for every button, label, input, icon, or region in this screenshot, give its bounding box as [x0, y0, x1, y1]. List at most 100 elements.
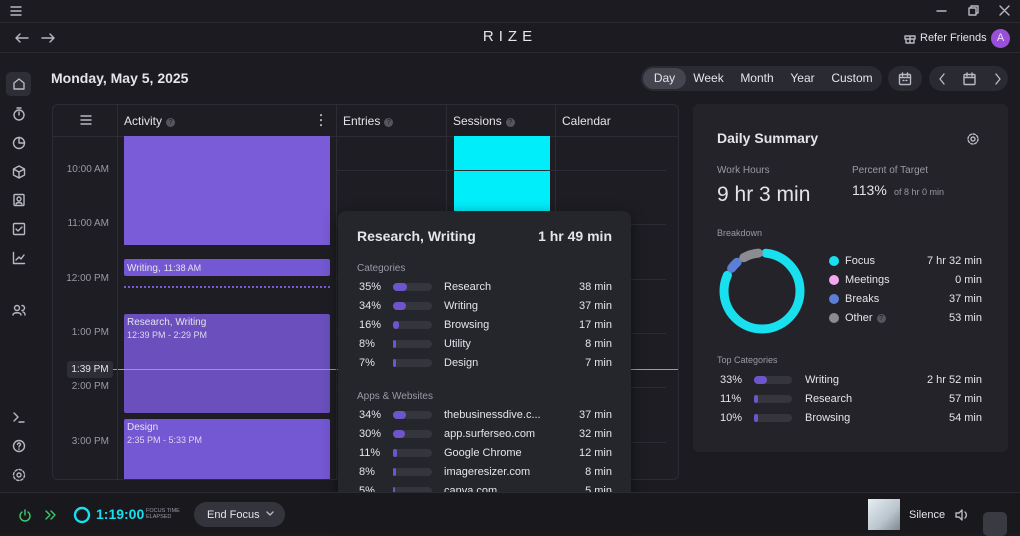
time-label: 2:00 PM	[71, 381, 109, 393]
help-icon[interactable]	[11, 438, 27, 454]
box-icon[interactable]	[11, 164, 27, 180]
target: of 8 hr 0 min	[894, 187, 945, 197]
help-badge[interactable]: ?	[166, 118, 176, 127]
bar	[393, 321, 400, 329]
sound-name: Silence	[909, 509, 946, 521]
legend-value: 53 min	[948, 312, 982, 324]
bar	[393, 359, 396, 367]
divider	[53, 136, 678, 137]
task-icon[interactable]	[11, 221, 27, 237]
divider	[0, 52, 1020, 53]
bar-track	[393, 321, 432, 329]
time-label: 1:00 PM	[71, 326, 109, 338]
range-button[interactable]: Week	[693, 71, 724, 85]
bar	[393, 283, 407, 291]
legend-value: 7 hr 32 min	[926, 255, 982, 267]
percent: 34%	[359, 409, 382, 421]
name: app.surferseo.com	[444, 428, 536, 440]
block-time: 11:38 AM	[163, 263, 202, 273]
bar	[393, 340, 397, 348]
top-label: Top Categories	[717, 355, 778, 365]
column-header: Entries?	[343, 113, 394, 129]
window-controls[interactable]	[934, 5, 1014, 17]
trend-icon[interactable]	[11, 250, 27, 266]
activity-block	[124, 136, 330, 245]
summary-title: Daily Summary	[717, 130, 819, 146]
timer-icon[interactable]	[11, 106, 27, 122]
grid-line	[336, 170, 666, 171]
help-badge[interactable]: ?	[384, 118, 394, 127]
volume-icon[interactable]	[954, 508, 970, 522]
settings-icon[interactable]	[965, 131, 981, 147]
active-nav	[6, 72, 31, 96]
nav-arrows[interactable]	[14, 32, 64, 44]
activity-block	[124, 419, 330, 479]
end-focus[interactable]: End Focus	[207, 509, 260, 521]
block-time: 12:39 PM - 2:29 PM	[127, 330, 208, 340]
percent: 11%	[359, 447, 381, 459]
percent: 8%	[359, 338, 375, 350]
now-label: 1:39 PM	[67, 361, 113, 378]
activity-divider	[124, 286, 330, 288]
time: 8 min	[585, 466, 612, 478]
calendar-button[interactable]	[888, 66, 922, 91]
legend-name: Other?	[845, 310, 886, 326]
percent: 34%	[359, 300, 382, 312]
percent: 7%	[359, 357, 375, 369]
date-nav[interactable]	[929, 66, 1008, 91]
donut-segment	[719, 248, 805, 334]
bar-track	[393, 340, 432, 348]
column-header: Calendar	[562, 114, 611, 128]
bar	[393, 302, 407, 310]
menu-icon[interactable]	[80, 115, 92, 125]
bar	[754, 414, 758, 422]
menu-icon[interactable]	[10, 6, 22, 16]
legend-dot	[829, 294, 839, 304]
time: 7 min	[585, 357, 612, 369]
help-badge[interactable]: ?	[876, 314, 886, 323]
legend-dot	[829, 275, 839, 285]
more-icon[interactable]	[318, 113, 324, 127]
tooltip-title: Research, Writing	[357, 228, 476, 244]
chart-icon[interactable]	[11, 135, 27, 151]
column-divider	[336, 105, 337, 479]
block-title: Design	[127, 422, 159, 433]
help-badge[interactable]: ?	[505, 118, 515, 127]
chat-button[interactable]	[983, 512, 1007, 536]
footer	[0, 492, 1020, 533]
column-divider	[117, 105, 118, 479]
percent-label: Percent of Target	[852, 165, 928, 176]
focus-ring	[73, 506, 91, 524]
session-block	[454, 136, 550, 211]
avatar[interactable]: A	[991, 29, 1010, 48]
time-label: 12:00 PM	[66, 272, 109, 284]
date: Monday, May 5, 2025	[51, 70, 189, 86]
activity-block	[124, 259, 330, 276]
bar-track	[393, 430, 432, 438]
time: 38 min	[578, 281, 612, 293]
date-nav-icons	[939, 72, 1001, 86]
team-icon[interactable]	[11, 302, 27, 318]
terminal-icon[interactable]	[11, 409, 27, 425]
settings-icon[interactable]	[11, 467, 27, 483]
range-button[interactable]: Custom	[831, 71, 873, 85]
percent: 11%	[720, 393, 742, 405]
name: Research	[805, 393, 853, 405]
range-button[interactable]: Month	[740, 71, 774, 85]
range-button[interactable]: Day	[643, 68, 686, 89]
percent: 10%	[720, 412, 743, 424]
bar-track	[393, 302, 432, 310]
activity-block	[124, 314, 330, 413]
home-icon[interactable]	[11, 76, 27, 92]
dropdown-icon[interactable]	[264, 509, 276, 519]
range-button[interactable]: Year	[790, 71, 815, 85]
app-title: RIZE	[482, 28, 538, 45]
refer-friends[interactable]: Refer Friends	[920, 32, 987, 44]
footer-controls[interactable]	[18, 508, 58, 522]
time-label: 11:00 AM	[67, 218, 109, 230]
name: Google Chrome	[444, 447, 522, 459]
bar-track	[393, 411, 432, 419]
profile-icon[interactable]	[11, 192, 27, 208]
